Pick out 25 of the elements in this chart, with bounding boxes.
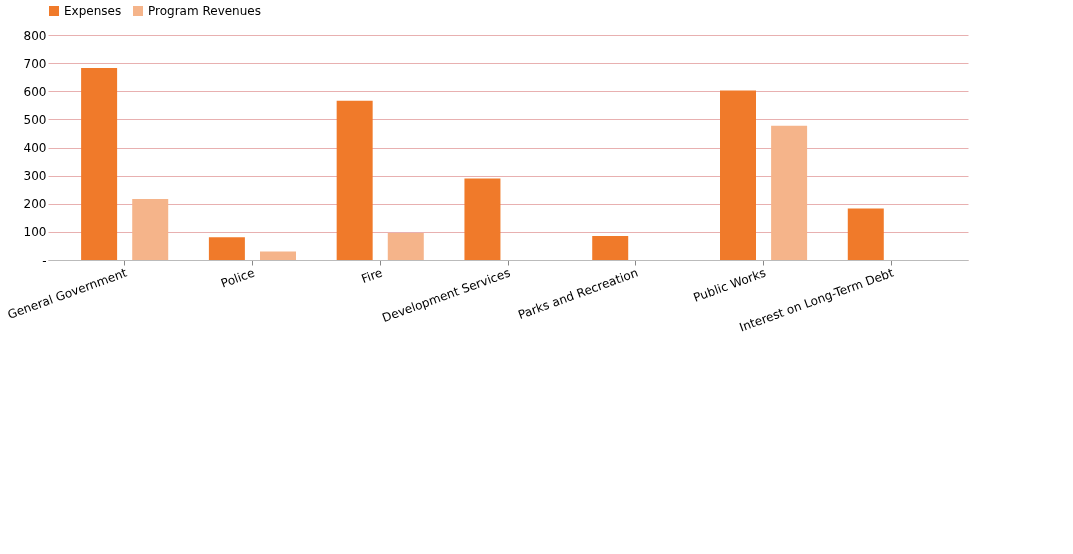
y-tick-label: 200 bbox=[23, 197, 47, 212]
bar bbox=[387, 233, 424, 260]
bar bbox=[464, 178, 501, 260]
bar bbox=[592, 236, 629, 260]
bar bbox=[771, 125, 808, 260]
bar bbox=[720, 90, 756, 260]
x-tick-label: Police bbox=[219, 265, 257, 291]
y-tick-label: 500 bbox=[23, 112, 47, 127]
y-tick-label: - bbox=[42, 253, 47, 268]
y-tick-label: 300 bbox=[23, 169, 47, 184]
legend-label: Expenses bbox=[64, 4, 122, 18]
y-tick-label: 600 bbox=[23, 84, 47, 99]
x-tick-label: Public Works bbox=[691, 265, 768, 305]
bar bbox=[847, 208, 884, 260]
bar bbox=[81, 67, 118, 260]
bar bbox=[336, 100, 373, 260]
bar bbox=[208, 237, 245, 260]
legend-label: Program Revenues bbox=[148, 4, 261, 18]
y-tick-label: 700 bbox=[23, 56, 47, 71]
y-tick-label: 100 bbox=[23, 225, 47, 240]
x-tick-label: Fire bbox=[359, 265, 385, 287]
bar bbox=[132, 198, 169, 260]
bar bbox=[260, 251, 296, 260]
y-tick-label: 400 bbox=[23, 141, 47, 155]
y-tick-label: 800 bbox=[23, 28, 47, 43]
